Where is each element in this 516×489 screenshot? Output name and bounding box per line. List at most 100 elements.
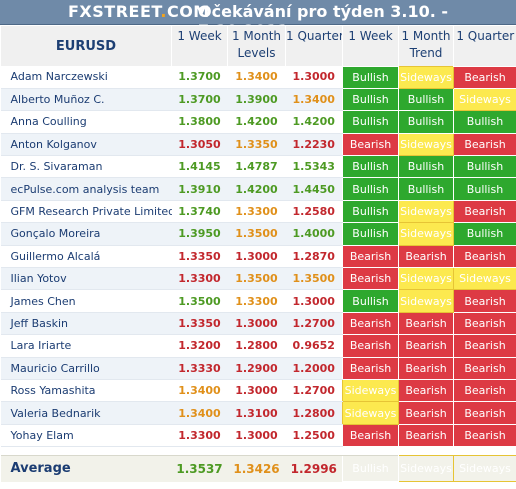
average-trend-bullish: Bullish <box>342 455 399 483</box>
trend-week-label: 1 Week <box>348 29 393 43</box>
trend-cell-bearish: Bearish <box>342 244 399 269</box>
table-row: Adam Narczewski 1.3700 1.3400 1.3000 Bullish… <box>0 65 516 89</box>
trend-cell-bearish: Bearish <box>342 334 399 358</box>
trend-cell-bearish: Bearish <box>453 334 516 358</box>
trend-month-header: 1 Month Trend <box>398 26 454 66</box>
trend-month-label: 1 Month <box>401 29 451 43</box>
level-value: 1.2230 <box>285 133 343 157</box>
trend-quarter-header: 1 Quarter <box>453 26 516 66</box>
trend-cell-bearish: Bearish <box>453 378 516 403</box>
trend-cell-bearish: Bearish <box>342 423 399 448</box>
trend-cell-sideways: Sideways <box>453 267 516 291</box>
levels-quarter-label: 1 Quarter <box>286 29 343 43</box>
level-value: 1.4787 <box>227 155 286 179</box>
trend-cell-bullish: Bullish <box>453 110 516 134</box>
trend-cell-bearish: Bearish <box>453 65 516 89</box>
contributor-name[interactable]: Anton Kolganov <box>0 133 172 157</box>
level-value: 1.4000 <box>285 222 343 246</box>
contributor-name[interactable]: ecPulse.com analysis team <box>0 177 172 201</box>
contributor-name[interactable]: James Chen <box>0 289 172 313</box>
contributor-name[interactable]: Dr. S. Sivaraman <box>0 155 172 179</box>
contributor-name[interactable]: Jeff Baskin <box>0 312 172 336</box>
trend-cell-bullish: Bullish <box>398 110 454 134</box>
trend-quarter-label: 1 Quarter <box>456 29 515 43</box>
levels-group-label: Levels <box>237 46 276 60</box>
table-row: ecPulse.com analysis team 1.3910 1.4200 1.4… <box>0 177 516 201</box>
contributor-name[interactable]: Yohay Elam <box>0 424 172 448</box>
level-value: 1.3700 <box>171 88 228 112</box>
level-value: 1.4145 <box>171 155 228 179</box>
spacer-row <box>0 446 516 456</box>
average-label: Average <box>0 455 172 482</box>
trend-cell-bullish: Bullish <box>342 65 399 89</box>
table-row: Jeff Baskin 1.3350 1.3000 1.2700 Bearish Bear… <box>0 311 516 336</box>
contributor-name[interactable]: Ross Yamashita <box>0 379 172 403</box>
level-value: 1.4200 <box>227 110 286 134</box>
average-level-value: 1.3537 <box>171 455 228 482</box>
contributor-name[interactable]: Lara Iriarte <box>0 334 172 358</box>
logo-tld-text: COM <box>166 2 210 21</box>
level-value: 1.3000 <box>285 289 343 313</box>
average-trend-sideways: Sideways <box>453 455 516 483</box>
contributor-name[interactable]: GFM Research Private Limited <box>0 200 172 224</box>
trend-cell-bullish: Bullish <box>342 289 399 313</box>
level-value: 1.3000 <box>227 312 286 336</box>
pair-header: EURUSD <box>0 26 172 66</box>
table-row: Ross Yamashita 1.3400 1.3000 1.2700 Sideways… <box>0 378 516 403</box>
average-level-value: 1.3426 <box>227 455 286 482</box>
trend-cell-sideways: Sideways <box>398 65 454 89</box>
trend-cell-bullish: Bullish <box>342 87 399 112</box>
contributor-name[interactable]: Alberto Muñoz C. <box>0 88 172 112</box>
level-value: 1.3700 <box>171 66 228 89</box>
trend-cell-bullish: Bullish <box>342 155 399 179</box>
level-value: 1.4200 <box>227 177 286 201</box>
contributor-name[interactable]: Guillermo Alcalá <box>0 245 172 269</box>
trend-group-label: Trend <box>409 46 443 60</box>
trend-cell-bearish: Bearish <box>453 401 516 425</box>
trend-cell-bullish: Bullish <box>398 155 454 179</box>
levels-quarter-header: 1 Quarter <box>285 26 343 66</box>
table-row: GFM Research Private Limited 1.3740 1.3300… <box>0 199 516 224</box>
trend-cell-sideways: Sideways <box>342 378 399 403</box>
level-value: 1.2500 <box>285 424 343 448</box>
trend-cell-sideways: Sideways <box>398 222 454 246</box>
spacer-cell <box>0 446 516 456</box>
forecast-rows: Adam Narczewski 1.3700 1.3400 1.3000 Bullish… <box>0 65 516 483</box>
header-row: EURUSD 1 Week 1 Month Levels 1 Quarter 1 … <box>0 26 516 66</box>
table-row: Mauricio Carrillo 1.3330 1.2900 1.2000 Beari… <box>0 356 516 380</box>
level-value: 1.3330 <box>171 357 228 380</box>
contributor-name[interactable]: Gonçalo Moreira <box>0 222 172 246</box>
trend-cell-sideways: Sideways <box>398 132 454 157</box>
level-value: 1.3900 <box>227 88 286 112</box>
trend-cell-bearish: Bearish <box>398 356 454 380</box>
contributor-name[interactable]: Anna Coulling <box>0 110 172 134</box>
level-value: 1.3400 <box>171 379 228 403</box>
level-value: 1.3000 <box>227 424 286 448</box>
level-value: 1.3910 <box>171 177 228 201</box>
trend-cell-bearish: Bearish <box>453 244 516 269</box>
trend-cell-bearish: Bearish <box>398 244 454 269</box>
average-row: Average 1.3537 1.3426 1.2996 Bullish Sideways… <box>0 455 516 483</box>
level-value: 1.3300 <box>227 289 286 313</box>
table-row: Anton Kolganov 1.3050 1.3350 1.2230 Bearish S… <box>0 132 516 157</box>
logo-dot-text: . <box>160 2 167 21</box>
contributor-name[interactable]: Adam Narczewski <box>0 66 172 89</box>
level-value: 1.2800 <box>285 401 343 425</box>
trend-cell-bullish: Bullish <box>342 222 399 246</box>
trend-cell-bullish: Bullish <box>453 177 516 201</box>
trend-cell-sideways: Sideways <box>453 87 516 112</box>
trend-cell-bullish: Bullish <box>342 110 399 134</box>
level-value: 1.2580 <box>285 200 343 224</box>
level-value: 1.2000 <box>285 357 343 380</box>
levels-month-label: 1 Month <box>231 29 282 43</box>
contributor-name[interactable]: Mauricio Carrillo <box>0 357 172 380</box>
contributor-name[interactable]: Ilian Yotov <box>0 267 172 291</box>
contributor-name[interactable]: Valeria Bednarik <box>0 401 172 425</box>
trend-cell-sideways: Sideways <box>398 267 454 291</box>
trend-cell-bearish: Bearish <box>342 132 399 157</box>
trend-cell-bearish: Bearish <box>342 311 399 336</box>
level-value: 1.3300 <box>171 267 228 291</box>
level-value: 1.3500 <box>171 289 228 313</box>
level-value: 1.3100 <box>227 401 286 425</box>
